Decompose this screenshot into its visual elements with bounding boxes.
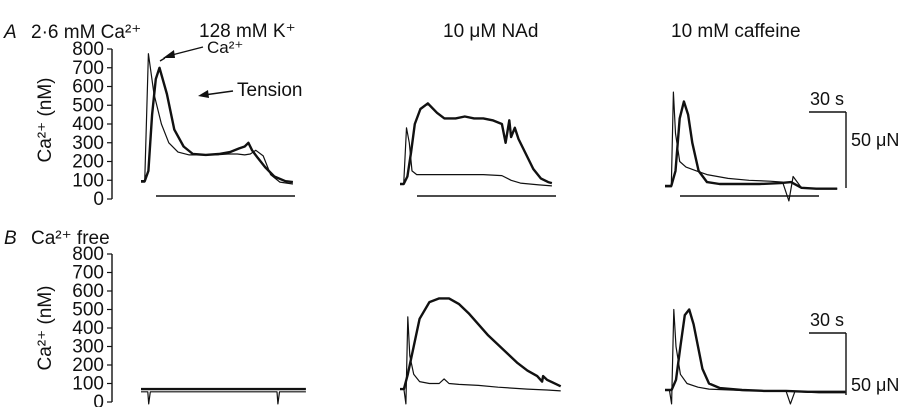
tension-trace-label: Tension xyxy=(237,80,303,101)
y-tick-label: 300 xyxy=(72,133,104,154)
scalebar-force-label-a: 50 μN xyxy=(851,130,899,150)
trace-a-1-calcium xyxy=(400,127,552,187)
row-condition-a: 2·6 mM Ca²⁺ xyxy=(31,22,141,43)
scalebar-b: 30 s 50 μN xyxy=(809,310,899,395)
ca-trace-label: Ca²⁺ xyxy=(207,38,243,57)
y-tick-label: 200 xyxy=(72,152,104,173)
trace-a-2-tension xyxy=(665,100,838,190)
row-letter-a: A xyxy=(3,22,17,43)
trace-b-4-calcium xyxy=(400,316,561,405)
trace-b-4-tension xyxy=(400,297,562,391)
trace-b-5-tension xyxy=(665,308,846,393)
scalebar-time-label-b: 30 s xyxy=(810,310,844,330)
scalebar-a: 30 s 50 μN xyxy=(809,89,899,188)
scalebar-time-label-a: 30 s xyxy=(810,89,844,109)
y-tick-label: 0 xyxy=(93,189,104,210)
stimulus-title-k: 128 mM K⁺ xyxy=(199,21,296,42)
y-tick-label: 600 xyxy=(72,281,104,302)
y-axis-title-b: Ca²⁺ (nM) xyxy=(35,286,56,371)
y-tick-label: 100 xyxy=(72,170,104,191)
y-tick-label: 200 xyxy=(72,355,104,376)
trace-b-3-calcium xyxy=(141,391,306,405)
y-tick-label: 600 xyxy=(72,77,104,98)
tension-arrow-stem xyxy=(203,90,234,96)
y-tick-label: 0 xyxy=(93,392,104,407)
y-axis-title-a: Ca²⁺ (nM) xyxy=(35,78,56,163)
trace-a-0-calcium xyxy=(141,53,293,185)
y-tick-label: 400 xyxy=(72,114,104,135)
y-tick-label: 500 xyxy=(72,300,104,321)
y-tick-label: 400 xyxy=(72,318,104,339)
row-letter-b: B xyxy=(4,228,17,249)
y-tick-label: 700 xyxy=(72,58,104,79)
y-tick-label: 100 xyxy=(72,374,104,395)
ca-arrow-line xyxy=(159,57,166,62)
y-tick-label: 800 xyxy=(72,244,104,265)
y-tick-label: 700 xyxy=(72,263,104,284)
scalebar-force-label-b: 50 μN xyxy=(851,375,899,395)
ca-arrow-head xyxy=(163,50,175,58)
traces xyxy=(141,53,846,405)
y-tick-label: 300 xyxy=(72,337,104,358)
tension-arrow-head xyxy=(198,90,209,98)
stimulus-title-caffeine: 10 mM caffeine xyxy=(671,21,801,42)
trace-a-1-tension xyxy=(400,102,553,186)
y-tick-label: 500 xyxy=(72,95,104,116)
stimulus-title-nad: 10 μM NAd xyxy=(443,21,538,42)
trace-a-2-calcium xyxy=(665,91,838,202)
row-condition-b: Ca²⁺ free xyxy=(31,228,110,249)
y-tick-label: 800 xyxy=(72,39,104,60)
trace-a-0-tension xyxy=(141,66,294,184)
